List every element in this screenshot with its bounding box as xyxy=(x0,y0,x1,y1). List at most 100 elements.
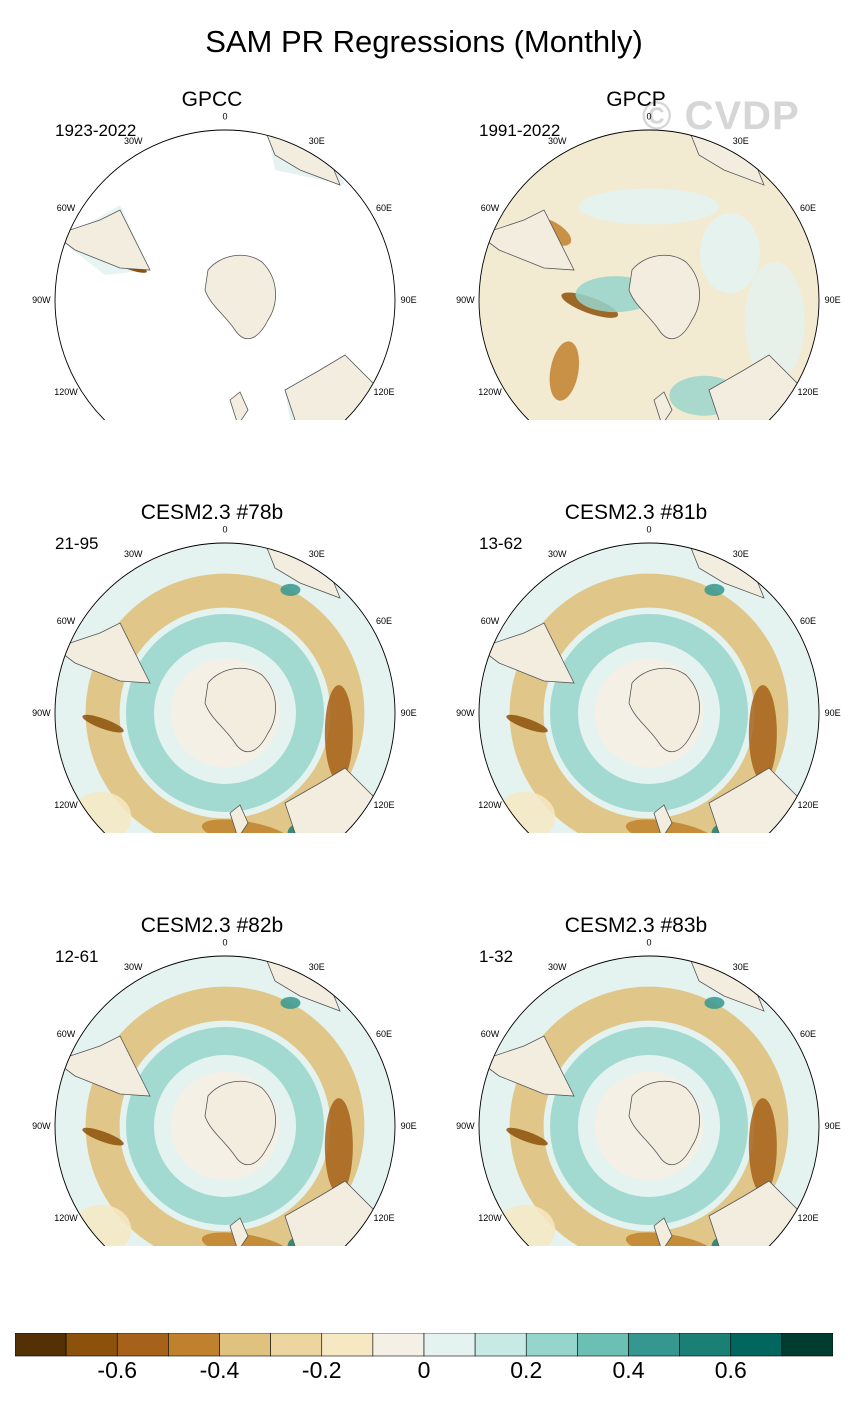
colorbar-swatch xyxy=(65,1333,118,1357)
map-panel: 030E60E90E120E150E180150W120W90W60W30WGP… xyxy=(424,0,848,420)
panel-title: CESM2.3 #83b xyxy=(564,914,708,937)
longitude-label: 120E xyxy=(797,387,818,397)
longitude-label: 60W xyxy=(57,616,76,626)
longitude-label: 60E xyxy=(376,616,392,626)
longitude-label: 120W xyxy=(54,1213,78,1223)
map-panel: 030E60E90E120E150E180150W120W90W60W30WGP… xyxy=(0,0,424,420)
longitude-label: 60W xyxy=(481,203,500,213)
longitude-label: 60W xyxy=(481,1029,500,1039)
polar-map: 030E60E90E120E150E180150W120W90W60W30W xyxy=(32,524,417,833)
map-panel: 030E60E90E120E150E180150W120W90W60W30WCE… xyxy=(0,413,424,833)
longitude-label: 120E xyxy=(797,1213,818,1223)
longitude-label: 120W xyxy=(54,800,78,810)
polar-map: 030E60E90E120E150E180150W120W90W60W30W xyxy=(32,111,417,420)
longitude-label: 120E xyxy=(797,800,818,810)
longitude-label: 60E xyxy=(376,203,392,213)
longitude-label: 120E xyxy=(373,387,394,397)
longitude-label: 0 xyxy=(222,524,227,534)
longitude-label: 90E xyxy=(401,295,417,305)
colorbar-swatch xyxy=(116,1333,169,1357)
panel-title: CESM2.3 #82b xyxy=(140,914,284,937)
longitude-label: 0 xyxy=(222,937,227,947)
map-panel: 030E60E90E120E150E180150W120W90W60W30WCE… xyxy=(424,826,848,1246)
panel-title: CESM2.3 #81b xyxy=(564,501,708,524)
longitude-label: 30E xyxy=(733,549,749,559)
longitude-label: 90E xyxy=(401,708,417,718)
panel-years: 13-62 xyxy=(479,534,523,553)
colorbar-tick-label: 0.2 xyxy=(510,1357,543,1383)
colorbar-swatch xyxy=(270,1333,323,1357)
longitude-label: 60E xyxy=(800,203,816,213)
longitude-label: 90W xyxy=(456,1121,475,1131)
colorbar-tick-label: 0.6 xyxy=(714,1357,747,1383)
longitude-label: 90W xyxy=(456,295,475,305)
longitude-label: 90W xyxy=(32,708,51,718)
colorbar-swatch xyxy=(474,1333,527,1357)
longitude-label: 120E xyxy=(373,800,394,810)
longitude-label: 90W xyxy=(456,708,475,718)
polar-map: 030E60E90E120E150E180150W120W90W60W30W xyxy=(456,111,841,420)
longitude-label: 120W xyxy=(478,800,502,810)
colorbar-swatch xyxy=(577,1333,629,1357)
panel-title: GPCC xyxy=(181,88,243,111)
colorbar-swatch xyxy=(321,1333,374,1357)
colorbar-tick-label: -0.6 xyxy=(97,1357,138,1383)
colorbar-tick-label: 0 xyxy=(417,1357,431,1383)
longitude-label: 0 xyxy=(646,937,651,947)
longitude-label: 120E xyxy=(373,1213,394,1223)
longitude-label: 60E xyxy=(376,1029,392,1039)
colorbar-tick-label: 0.4 xyxy=(612,1357,645,1383)
longitude-label: 90E xyxy=(825,1121,841,1131)
polar-map: 030E60E90E120E150E180150W120W90W60W30W xyxy=(456,524,841,833)
polar-map: 030E60E90E120E150E180150W120W90W60W30W xyxy=(456,937,841,1246)
longitude-label: 30W xyxy=(548,962,567,972)
longitude-label: 0 xyxy=(646,524,651,534)
colorbar-swatch xyxy=(730,1333,783,1357)
longitude-label: 30W xyxy=(124,549,143,559)
panel-title: CESM2.3 #78b xyxy=(140,501,284,524)
longitude-label: 60E xyxy=(800,1029,816,1039)
longitude-label: 90W xyxy=(32,1121,51,1131)
longitude-label: 90W xyxy=(32,295,51,305)
colorbar-swatch xyxy=(628,1333,680,1357)
longitude-label: 60E xyxy=(800,616,816,626)
longitude-label: 30W xyxy=(124,136,143,146)
colorbar-swatch xyxy=(423,1333,476,1357)
longitude-label: 30E xyxy=(309,962,325,972)
longitude-label: 30E xyxy=(309,549,325,559)
longitude-label: 30E xyxy=(733,962,749,972)
panel-years: 21-95 xyxy=(55,534,99,553)
panel-years: 1923-2022 xyxy=(55,121,137,140)
polar-map: 030E60E90E120E150E180150W120W90W60W30W xyxy=(32,937,417,1246)
panel-years: 1-32 xyxy=(479,947,514,966)
map-panel: 030E60E90E120E150E180150W120W90W60W30WCE… xyxy=(424,413,848,833)
colorbar-swatch xyxy=(679,1333,732,1357)
panel-years: 1991-2022 xyxy=(479,121,561,140)
longitude-label: 30E xyxy=(309,136,325,146)
panel-title: GPCP xyxy=(606,88,666,111)
longitude-label: 120W xyxy=(478,387,502,397)
longitude-label: 90E xyxy=(825,295,841,305)
longitude-label: 0 xyxy=(222,111,227,121)
colorbar-tick-label: -0.4 xyxy=(199,1357,240,1383)
colorbar-swatch xyxy=(525,1333,578,1357)
figure-title: SAM PR Regressions (Monthly) xyxy=(205,24,643,59)
longitude-label: 30E xyxy=(733,136,749,146)
colorbar-swatch xyxy=(168,1333,220,1357)
colorbar-swatch xyxy=(372,1333,425,1357)
longitude-label: 30W xyxy=(124,962,143,972)
panel-years: 12-61 xyxy=(55,947,99,966)
longitude-label: 120W xyxy=(54,387,78,397)
longitude-label: 90E xyxy=(825,708,841,718)
longitude-label: 60W xyxy=(57,1029,76,1039)
longitude-label: 60W xyxy=(481,616,500,626)
longitude-label: 0 xyxy=(646,111,651,121)
longitude-label: 30W xyxy=(548,136,567,146)
colorbar-tick-label: -0.2 xyxy=(301,1357,342,1383)
longitude-label: 90E xyxy=(401,1121,417,1131)
map-panel: 030E60E90E120E150E180150W120W90W60W30WCE… xyxy=(0,826,424,1246)
longitude-label: 30W xyxy=(548,549,567,559)
longitude-label: 120W xyxy=(478,1213,502,1223)
colorbar-swatch xyxy=(15,1333,67,1357)
longitude-label: 60W xyxy=(57,203,76,213)
